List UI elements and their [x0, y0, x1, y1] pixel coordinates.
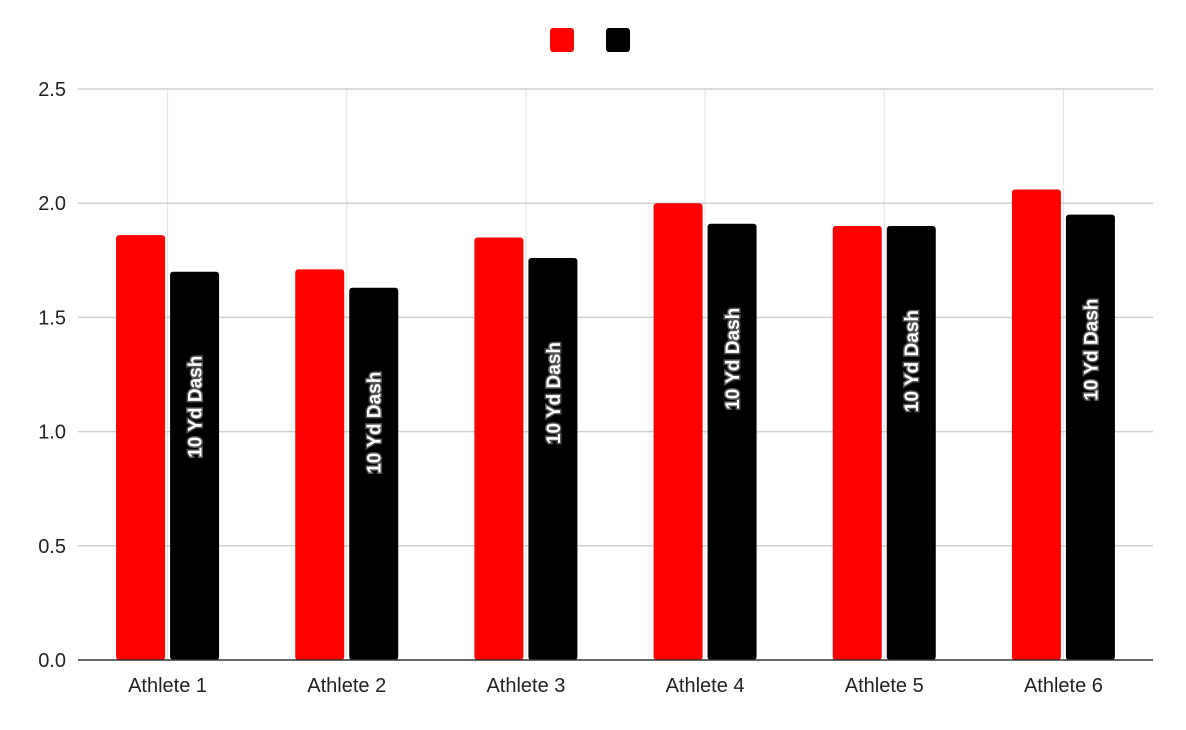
- legend-swatch[interactable]: [550, 28, 574, 52]
- bar[interactable]: [474, 237, 524, 660]
- bar[interactable]: [295, 269, 345, 660]
- bar[interactable]: [886, 226, 936, 661]
- y-tick-label: 1.0: [38, 422, 66, 444]
- legend-swatch[interactable]: [606, 28, 630, 52]
- y-tick-label: 1.5: [38, 307, 66, 329]
- x-tick-label: Athlete 4: [666, 675, 745, 697]
- x-tick-label: Athlete 5: [845, 675, 924, 697]
- x-tick-label: Athlete 3: [486, 675, 565, 697]
- bar[interactable]: [707, 223, 757, 661]
- bar-data-label: 10 Yd Dash: [365, 372, 386, 474]
- legend[interactable]: [550, 28, 630, 52]
- bar-data-label: 10 Yd Dash: [544, 342, 565, 444]
- x-tick-label: Athlete 6: [1024, 675, 1103, 697]
- y-tick-label: 0.5: [38, 536, 66, 558]
- bar[interactable]: [1065, 214, 1115, 660]
- y-tick-label: 2.5: [38, 79, 66, 101]
- bar[interactable]: [653, 203, 703, 660]
- x-tick-label: Athlete 1: [128, 675, 207, 697]
- bars: 10 Yd Dash 10 Yd Dash 10 Yd Dash 10 Yd Dash…: [116, 189, 1115, 661]
- bar-data-label: 10 Yd Dash: [723, 308, 744, 410]
- bar[interactable]: [1011, 189, 1061, 660]
- bar[interactable]: [832, 226, 882, 661]
- y-axis: 0.0 0.5 1.0 1.5 2.0 2.5: [38, 79, 66, 672]
- y-tick-label: 0.0: [38, 650, 66, 672]
- bar[interactable]: [116, 235, 166, 660]
- bar[interactable]: [170, 271, 220, 660]
- x-tick-label: Athlete 2: [307, 675, 386, 697]
- gridlines: [78, 88, 1153, 660]
- y-tick-label: 2.0: [38, 193, 66, 215]
- bar-data-label: 10 Yd Dash: [186, 356, 207, 458]
- bar[interactable]: [349, 287, 399, 660]
- bar[interactable]: [528, 258, 578, 660]
- bar-data-label: 10 Yd Dash: [1081, 299, 1102, 401]
- bar-data-label: 10 Yd Dash: [902, 310, 923, 412]
- x-axis: Athlete 1 Athlete 2 Athlete 3 Athlete 4 Athl…: [128, 675, 1103, 697]
